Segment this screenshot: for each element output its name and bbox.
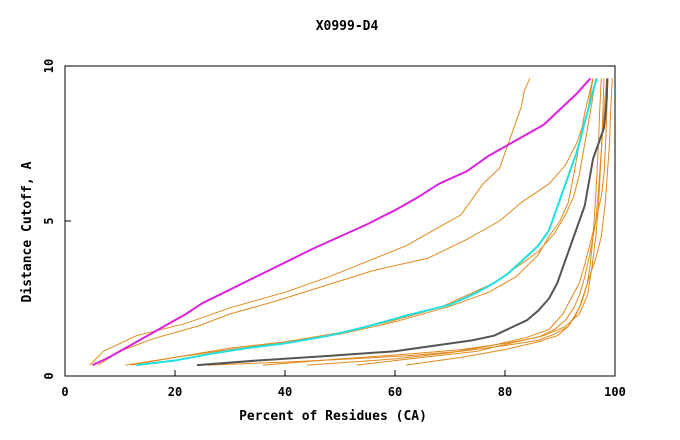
series-line-orange-2 [97,78,594,366]
series-line-cyan [136,78,598,367]
series-line-orange-9 [207,78,602,366]
series-line-magenta [92,77,592,367]
series-line-gray [196,78,609,367]
series-layer [89,77,613,367]
plot-frame [64,65,616,377]
x-tick-label-0: 0 [61,385,68,399]
x-tick-label-40: 40 [278,385,292,399]
x-tick-label-60: 60 [388,385,402,399]
series-line-orange-3 [130,78,597,366]
y-axis-label: Distance Cutoff, A [20,161,35,302]
series-line-orange-6 [306,78,609,366]
x-tick-label-80: 80 [498,385,512,399]
series-line-orange-7 [262,78,608,366]
tick-layer: 0 20 40 60 80 100 0 5 10 [42,59,626,399]
series-line-orange-4 [125,78,594,366]
y-tick-label-5: 5 [42,217,56,224]
series-line-orange-1 [89,78,531,366]
y-tick-label-0: 0 [42,372,56,379]
x-tick-label-20: 20 [168,385,182,399]
chart-title: X0999-D4 [316,19,379,34]
y-tick-label-10: 10 [42,59,56,73]
x-tick-label-100: 100 [604,385,626,399]
series-line-orange-8 [405,78,613,366]
x-axis-label: Percent of Residues (CA) [239,409,427,424]
